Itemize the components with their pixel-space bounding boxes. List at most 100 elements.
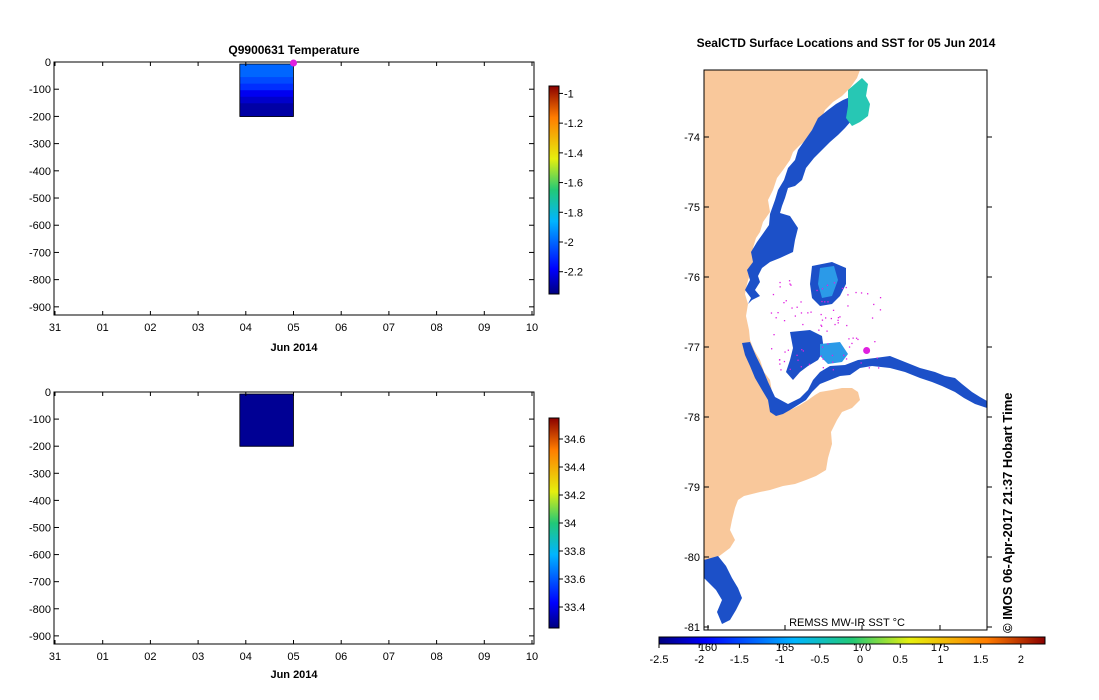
x-tick-label: 02: [144, 651, 156, 663]
profile-cell: [239, 70, 294, 78]
temperature-colorbar: [548, 85, 560, 295]
map-colorbar-tick-label: 0.5: [893, 654, 908, 666]
track-point: [772, 293, 775, 296]
track-point: [800, 312, 803, 314]
track-point: [824, 301, 826, 303]
track-point: [797, 359, 799, 361]
map-frame: [703, 69, 988, 631]
track-point: [770, 312, 773, 314]
temperature-y-axis: 0 -100 -200 -300 -400 -500 -600 -700 -800 -900: [29, 57, 534, 314]
temperature-panel: Q9900631 Temperature 31 01 02 03 04 05 06 07 08 0…: [29, 43, 583, 354]
colorbar-tick-label: -1.8: [564, 207, 583, 219]
colorbar-tick-label: -1.2: [564, 118, 583, 130]
track-point: [796, 306, 798, 308]
salinity-panel: 31 01 02 03 04 05 06 07 08 09 10 0 -100 -200 -300 -400…: [29, 387, 585, 681]
salinity-colorbar: [548, 417, 560, 629]
colorbar-tick-label: 33.4: [564, 602, 585, 614]
y-tick-label: -800: [29, 604, 51, 616]
map-colorbar-tick-label: -1: [775, 654, 785, 666]
track-point: [821, 325, 823, 327]
track-point: [784, 351, 786, 353]
track-point: [810, 311, 812, 313]
map-colorbar-tick-label: 1: [937, 654, 943, 666]
imos-timestamp: © IMOS 06-Apr-2017 21:37 Hobart Time: [1000, 392, 1015, 633]
track-point: [832, 369, 834, 371]
track-point: [832, 361, 834, 363]
profile-cell: [239, 394, 294, 447]
track-point: [837, 317, 840, 319]
map-x-tick-label: 160: [699, 642, 717, 654]
track-point: [783, 360, 786, 363]
track-point: [788, 280, 791, 282]
map-colorbar-tick-label: -0.5: [810, 654, 829, 666]
track-point: [820, 355, 822, 357]
track-point: [878, 367, 880, 369]
x-tick-label: 04: [240, 651, 252, 663]
track-point: [783, 320, 786, 322]
colorbar-tick-label: 34.2: [564, 490, 585, 502]
x-tick-label: 03: [192, 322, 204, 334]
y-tick-label: 0: [45, 57, 51, 69]
track-point: [834, 323, 836, 326]
map-colorbar-tick-label: -2.5: [650, 654, 669, 666]
temperature-x-axis: 31 01 02 03 04 05 06 07 08 09 10: [49, 62, 538, 334]
track-point: [827, 343, 829, 345]
map-colorbar: [658, 636, 1046, 645]
profile-outline: [239, 393, 294, 447]
track-point: [779, 286, 781, 288]
colorbar-tick-label: 34: [564, 518, 576, 530]
y-tick-label: -100: [29, 84, 51, 96]
track-point: [779, 363, 781, 365]
x-tick-label: 31: [49, 651, 61, 663]
x-tick-label: 06: [335, 322, 347, 334]
profile-cell: [239, 109, 294, 117]
x-tick-label: 07: [383, 651, 395, 663]
map-x-ticks: 160165170175: [699, 625, 949, 654]
colorbar-tick-label: -1: [564, 88, 574, 100]
map-y-tick-label: -75: [684, 202, 700, 214]
track-point: [871, 317, 874, 319]
track-point: [777, 312, 779, 314]
track-point: [785, 300, 787, 302]
track-point: [868, 367, 870, 369]
profile-outline: [239, 63, 294, 117]
track-point: [808, 363, 811, 365]
track-point: [790, 284, 792, 286]
y-tick-label: -300: [29, 468, 51, 480]
track-point: [822, 367, 824, 369]
profile-cell: [239, 103, 294, 111]
track-point: [800, 301, 802, 303]
track-point: [846, 324, 848, 327]
track-point: [779, 281, 781, 284]
y-tick-label: -900: [29, 631, 51, 643]
track-point: [791, 307, 793, 309]
map-y-tick-label: -77: [684, 342, 700, 354]
salinity-profile: [239, 393, 294, 447]
y-tick-label: -700: [29, 577, 51, 589]
map-x-tick-label: 170: [853, 642, 871, 654]
map-y-tick-label: -80: [684, 552, 700, 564]
x-tick-label: 05: [287, 322, 299, 334]
x-tick-label: 10: [526, 651, 538, 663]
track-point: [839, 316, 841, 318]
y-tick-label: -500: [29, 193, 51, 205]
x-tick-label: 07: [383, 322, 395, 334]
y-tick-label: -100: [29, 414, 51, 426]
track-point: [845, 358, 848, 360]
x-tick-label: 08: [430, 651, 442, 663]
y-tick-label: -200: [29, 111, 51, 123]
track-point: [789, 368, 791, 370]
colorbar-tick-label: -2.2: [564, 267, 583, 279]
track-point: [837, 322, 839, 324]
x-tick-label: 03: [192, 651, 204, 663]
track-point: [794, 315, 796, 317]
track-point: [822, 358, 824, 360]
salinity-x-label: Jun 2014: [270, 669, 318, 681]
track-point: [830, 317, 832, 320]
track-point: [821, 319, 824, 321]
track-point: [879, 297, 882, 299]
track-point: [789, 283, 791, 285]
track-point: [873, 303, 875, 306]
sst-map-panel: SealCTD Surface Locations and SST for 05…: [650, 36, 1046, 666]
y-tick-label: -900: [29, 302, 51, 314]
